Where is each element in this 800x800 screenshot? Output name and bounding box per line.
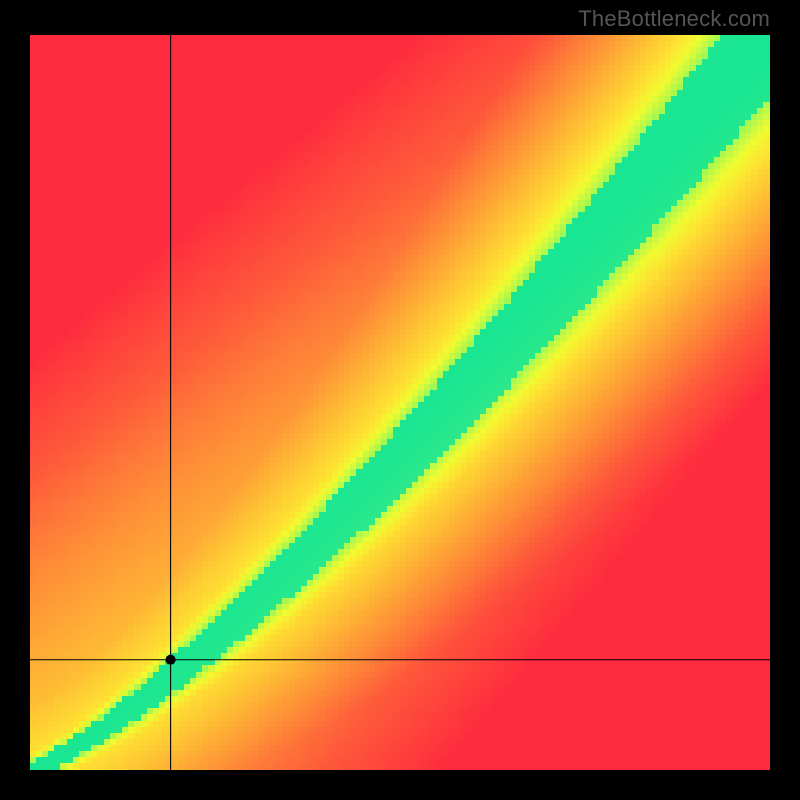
watermark-text: TheBottleneck.com (578, 6, 770, 32)
heatmap-plot (30, 35, 770, 770)
heatmap-canvas (30, 35, 770, 770)
root: TheBottleneck.com (0, 0, 800, 800)
